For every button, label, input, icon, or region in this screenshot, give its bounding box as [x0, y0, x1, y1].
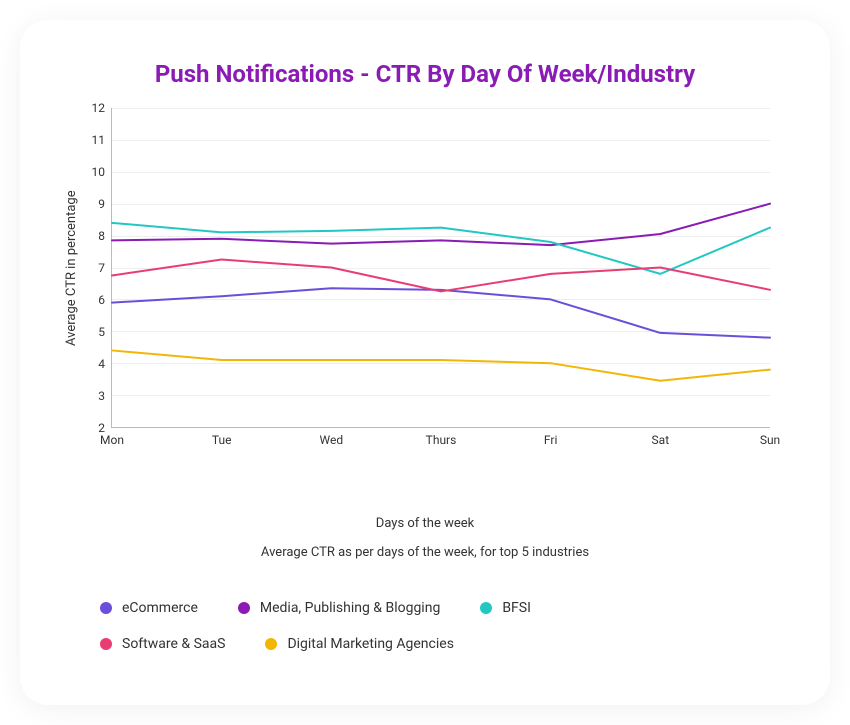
- chart-card: Push Notifications - CTR By Day Of Week/…: [20, 20, 830, 705]
- x-tick: Tue: [212, 433, 232, 447]
- y-tick: 11: [92, 133, 106, 147]
- y-tick: 6: [98, 293, 105, 307]
- legend-item: eCommerce: [100, 600, 198, 616]
- legend-dot-icon: [238, 602, 250, 614]
- y-tick: 10: [92, 165, 106, 179]
- legend: eCommerce Media, Publishing & Blogging BFS…: [60, 600, 790, 652]
- legend-label: Digital Marketing Agencies: [287, 636, 453, 652]
- legend-dot-icon: [100, 638, 112, 650]
- y-tick: 5: [98, 325, 105, 339]
- y-tick: 7: [98, 261, 105, 275]
- series-line: [112, 260, 770, 292]
- y-tick: 3: [98, 389, 105, 403]
- legend-item: Media, Publishing & Blogging: [238, 600, 440, 616]
- legend-item: Software & SaaS: [100, 636, 225, 652]
- x-tick: Fri: [544, 433, 557, 447]
- legend-dot-icon: [480, 602, 492, 614]
- x-tick: Mon: [100, 433, 124, 447]
- chart-subtitle: Average CTR as per days of the week, for…: [60, 545, 790, 560]
- x-tick: Sat: [652, 433, 670, 447]
- plot-area: MonTueWedThursFriSatSun: [111, 108, 770, 428]
- x-axis-ticks: MonTueWedThursFriSatSun: [112, 433, 770, 453]
- legend-item: BFSI: [480, 600, 531, 616]
- series-line: [112, 204, 770, 245]
- legend-dot-icon: [265, 638, 277, 650]
- y-tick: 9: [98, 197, 105, 211]
- x-tick: Thurs: [426, 433, 457, 447]
- legend-label: BFSI: [502, 600, 531, 616]
- y-tick: 12: [92, 101, 106, 115]
- y-tick: 4: [98, 357, 105, 371]
- legend-row: eCommerce Media, Publishing & Blogging BFS…: [100, 600, 750, 616]
- y-axis-label: Average CTR in percentage: [60, 108, 83, 428]
- x-tick: Wed: [320, 433, 344, 447]
- x-axis-label: Days of the week: [60, 516, 790, 531]
- series-line: [112, 350, 770, 380]
- y-axis-ticks: 12111098765432: [89, 108, 111, 428]
- legend-dot-icon: [100, 602, 112, 614]
- chart-wrap: Average CTR in percentage 12111098765432…: [60, 108, 790, 478]
- legend-label: Media, Publishing & Blogging: [260, 600, 440, 616]
- series-line: [112, 288, 770, 337]
- y-tick: 8: [98, 229, 105, 243]
- legend-item: Digital Marketing Agencies: [265, 636, 453, 652]
- legend-row: Software & SaaS Digital Marketing Agencie…: [100, 636, 750, 652]
- chart-title: Push Notifications - CTR By Day Of Week/…: [60, 60, 790, 88]
- legend-label: eCommerce: [122, 600, 198, 616]
- chart-lines: [112, 108, 770, 427]
- x-tick: Sun: [760, 433, 780, 447]
- legend-label: Software & SaaS: [122, 636, 225, 652]
